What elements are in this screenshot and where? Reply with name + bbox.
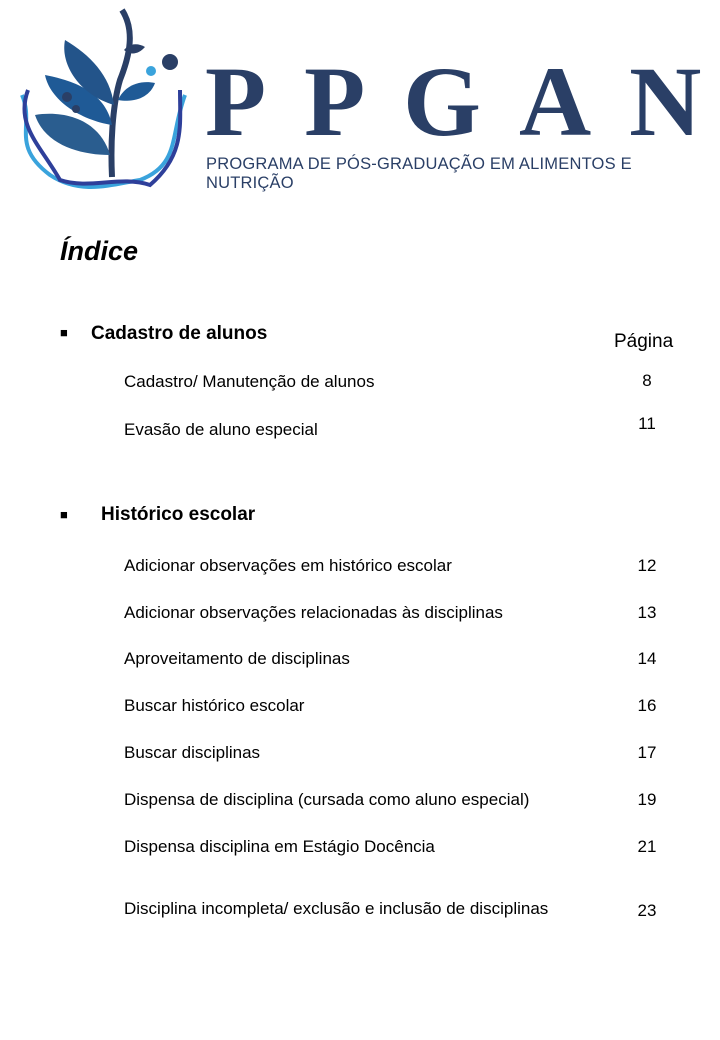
toc-item[interactable]: Adicionar observações relacionadas às di…	[124, 603, 503, 622]
toc-item[interactable]: Evasão de aluno especial	[124, 420, 318, 439]
page-title: Índice	[60, 236, 139, 266]
toc-item[interactable]: Disciplina incompleta/ exclusão e inclus…	[124, 899, 549, 918]
toc-page-number: 21	[637, 837, 657, 856]
toc-page-number: 14	[637, 649, 657, 668]
page-column-label: Página	[614, 331, 674, 352]
toc-item[interactable]: Buscar histórico escolar	[124, 696, 305, 715]
toc-page-number: 11	[638, 414, 656, 433]
section-heading-historico: Histórico escolar	[101, 504, 256, 525]
toc-item[interactable]: Dispensa de disciplina (cursada como alu…	[124, 790, 530, 809]
toc-page-number: 19	[637, 790, 657, 809]
toc-item[interactable]: Aproveitamento de disciplinas	[124, 649, 350, 668]
section-heading-cadastro: Cadastro de alunos	[91, 323, 268, 344]
plant-dna-logo-icon	[20, 8, 187, 189]
toc-item[interactable]: Dispensa disciplina em Estágio Docência	[124, 837, 435, 856]
toc-page-number: 23	[637, 901, 657, 920]
toc-page-number: 13	[637, 603, 657, 622]
toc-item[interactable]: Cadastro/ Manutenção de alunos	[124, 372, 375, 391]
logo-subtitle: PROGRAMA DE PÓS-GRADUAÇÃO EM ALIMENTOS E…	[206, 155, 632, 192]
bullet-icon: ■	[60, 507, 68, 522]
toc-item[interactable]: Adicionar observações em histórico escol…	[124, 556, 452, 575]
logo-wordmark: PPGAN	[205, 46, 720, 157]
toc-page-number: 16	[637, 696, 657, 715]
toc-page-number: 17	[637, 743, 657, 762]
toc-page-number: 8	[642, 371, 652, 390]
bullet-icon: ■	[60, 325, 68, 340]
toc-item[interactable]: Buscar disciplinas	[124, 743, 261, 762]
toc-page-number: 12	[637, 556, 657, 575]
